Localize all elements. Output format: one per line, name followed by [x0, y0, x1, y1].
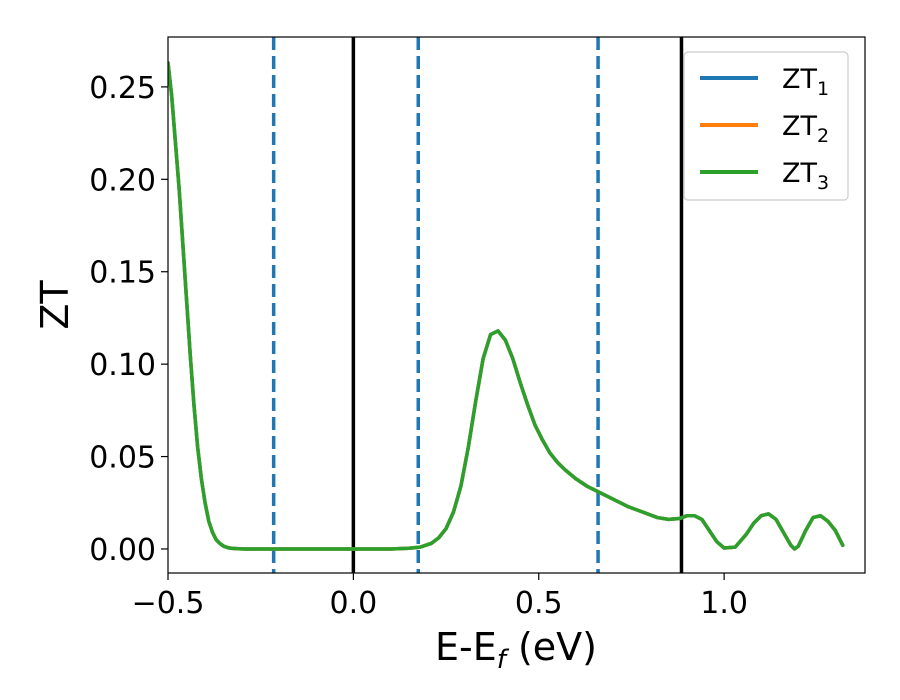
series-lines	[168, 61, 845, 551]
legend-label-zt1: ZT1	[782, 64, 829, 100]
x-tick-label: −0.5	[132, 586, 205, 621]
x-tick-label: 0.5	[515, 586, 563, 621]
x-axis-title-unit: (eV)	[506, 625, 597, 669]
y-tick-label: 0.15	[89, 256, 156, 291]
legend-label-zt3: ZT3	[782, 158, 829, 194]
plot-frame	[167, 36, 866, 574]
legend-label-zt2: ZT2	[782, 111, 829, 147]
x-axis-ticks: −0.5 0.0 0.5 1.0	[132, 573, 748, 621]
series-line-zt3	[168, 61, 845, 551]
x-axis-title: E-Ef (eV)	[435, 625, 597, 675]
legend-box	[683, 51, 849, 201]
y-tick-label: 0.20	[89, 163, 156, 198]
y-tick-label: 0.00	[89, 533, 156, 568]
x-tick-label: 0.0	[330, 586, 378, 621]
legend: ZT1 ZT2 ZT3	[683, 51, 849, 201]
y-tick-label: 0.10	[89, 348, 156, 383]
y-tick-label: 0.05	[89, 441, 156, 476]
y-tick-label: 0.25	[89, 71, 156, 106]
reference-lines	[271, 37, 684, 573]
x-axis-title-main: E-E	[435, 625, 497, 669]
y-axis-ticks: 0.00 0.05 0.10 0.15 0.20 0.25	[89, 71, 168, 568]
x-tick-label: 1.0	[700, 586, 748, 621]
y-axis-title: ZT	[33, 280, 77, 330]
